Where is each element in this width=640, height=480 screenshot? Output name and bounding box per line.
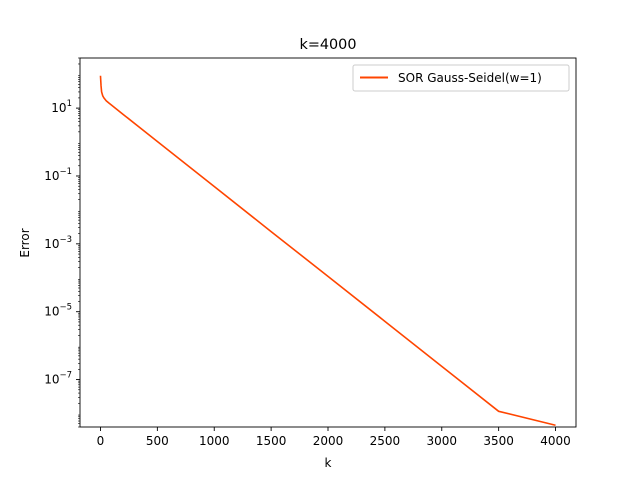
y-axis-label: Error [18,228,32,257]
chart-title: k=4000 [299,37,356,53]
x-tick-label: 1000 [199,434,230,448]
plot-area: 0 500 1000 1500 2000 2500 3000 3500 4000 10−7 10−5… [44,57,577,448]
y-tick-label: 10−1 [44,167,72,183]
y-tick-label: 10−3 [44,235,72,251]
x-tick-label: 0 [97,434,105,448]
legend-label: SOR Gauss-Seidel(w=1) [398,71,542,85]
x-tick-label: 2000 [313,434,344,448]
y-tick-label: 10−5 [44,303,72,319]
legend-box [352,64,570,92]
y-tick-label: 10−7 [44,371,72,387]
x-tick-label: 4000 [540,434,571,448]
x-axis-label: k [325,456,332,470]
legend: SOR Gauss-Seidel(w=1) [352,64,570,92]
x-tick-label: 500 [146,434,169,448]
x-tick-label: 3500 [483,434,514,448]
x-tick-label: 2500 [370,434,401,448]
x-tick-label: 1500 [256,434,287,448]
series-line [99,75,556,427]
y-tick-label: 101 [51,99,72,115]
x-tick-label: 3000 [426,434,457,448]
